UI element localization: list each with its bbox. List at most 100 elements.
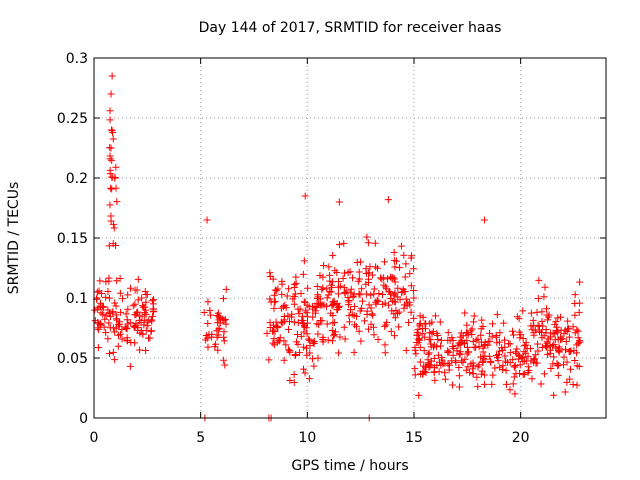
data-point (455, 383, 463, 391)
data-point (105, 294, 113, 302)
data-point (115, 320, 123, 328)
data-point (282, 304, 290, 312)
data-point (328, 283, 336, 291)
data-point (220, 337, 228, 345)
data-point (222, 320, 230, 328)
data-point (220, 316, 228, 324)
data-point (318, 317, 326, 325)
data-point (111, 356, 119, 364)
data-point (340, 323, 348, 331)
data-point (501, 352, 509, 360)
data-point (290, 284, 298, 292)
data-point (311, 309, 319, 317)
data-point (467, 360, 475, 368)
data-point (481, 341, 489, 349)
data-point (328, 337, 336, 345)
data-point (381, 349, 389, 357)
data-point (300, 257, 308, 265)
data-point (296, 305, 304, 313)
data-point (554, 335, 562, 343)
data-point (469, 370, 477, 378)
data-point (411, 344, 419, 352)
data-point (108, 185, 116, 193)
data-point (477, 325, 485, 333)
data-point (113, 315, 121, 323)
data-point (415, 391, 423, 399)
data-point (468, 325, 476, 333)
data-point (532, 359, 540, 367)
data-point (290, 379, 298, 387)
data-point (292, 350, 300, 358)
data-point (374, 297, 382, 305)
data-point (214, 346, 222, 354)
data-point (340, 239, 348, 247)
data-point (314, 354, 322, 362)
data-point (380, 281, 388, 289)
chart-title: Day 144 of 2017, SRMTID for receiver haa… (199, 20, 502, 36)
data-point (214, 309, 222, 317)
data-point (489, 371, 497, 379)
data-point (464, 331, 472, 339)
data-point (309, 305, 317, 313)
data-point (314, 293, 322, 301)
data-point (91, 317, 99, 325)
data-point (431, 312, 439, 320)
data-point (278, 277, 286, 285)
data-point (475, 342, 483, 350)
data-point (301, 307, 309, 315)
data-point (449, 381, 457, 389)
data-point (573, 326, 581, 334)
data-point (105, 274, 113, 282)
data-point (430, 368, 438, 376)
data-point (433, 362, 441, 370)
x-tick-label: 0 (90, 430, 99, 446)
data-point (222, 285, 230, 293)
data-point (106, 116, 114, 124)
data-point (219, 315, 227, 323)
data-point (515, 351, 523, 359)
data-point (519, 371, 527, 379)
data-point (278, 290, 286, 298)
data-point (349, 274, 357, 282)
data-point (407, 254, 415, 262)
data-point (378, 275, 386, 283)
data-point (368, 310, 376, 318)
data-point (150, 307, 158, 315)
data-point (280, 318, 288, 326)
data-point (122, 324, 130, 332)
data-point (139, 330, 147, 338)
data-point (104, 335, 112, 343)
data-point (345, 298, 353, 306)
data-point (356, 291, 364, 299)
data-point (370, 285, 378, 293)
data-point (523, 345, 531, 353)
data-point (109, 220, 117, 228)
data-point (547, 346, 555, 354)
data-point (133, 286, 141, 294)
data-point (263, 329, 271, 337)
data-point (458, 357, 466, 365)
y-tick-label: 0 (79, 411, 88, 427)
data-point (564, 317, 572, 325)
data-point (323, 320, 331, 328)
data-point (419, 370, 427, 378)
data-point (330, 318, 338, 326)
data-point (493, 311, 501, 319)
data-point (540, 293, 548, 301)
data-point (137, 319, 145, 327)
data-point (566, 365, 574, 373)
data-point (343, 287, 351, 295)
data-point (324, 336, 332, 344)
data-point (516, 370, 524, 378)
data-point (477, 338, 485, 346)
data-point (97, 309, 105, 317)
data-point (489, 320, 497, 328)
data-point (363, 233, 371, 241)
data-point (445, 366, 453, 374)
data-point (272, 287, 280, 295)
data-point (391, 278, 399, 286)
data-point (278, 319, 286, 327)
data-point (96, 303, 104, 311)
data-point (365, 269, 373, 277)
data-point (562, 346, 570, 354)
